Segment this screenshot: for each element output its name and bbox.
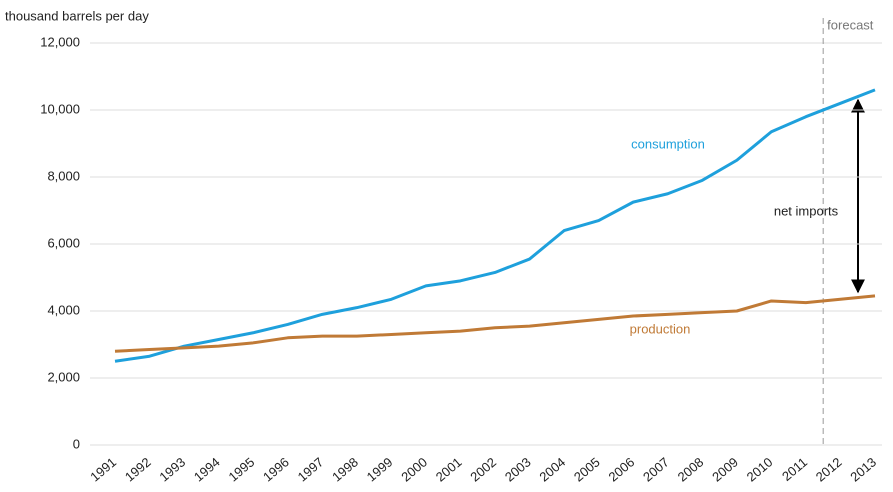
x-tick-label: 2008 bbox=[675, 454, 707, 484]
series-label: production bbox=[630, 321, 691, 336]
y-tick-label: 6,000 bbox=[47, 235, 80, 250]
x-tick-label: 1995 bbox=[226, 454, 258, 484]
forecast-label: forecast bbox=[827, 17, 874, 32]
y-tick-label: 8,000 bbox=[47, 168, 80, 183]
x-tick-label: 2001 bbox=[433, 454, 465, 484]
x-tick-label: 2000 bbox=[398, 454, 430, 484]
x-tick-label: 1994 bbox=[191, 454, 223, 484]
x-tick-label: 2009 bbox=[709, 454, 741, 484]
x-tick-label: 2012 bbox=[813, 454, 845, 484]
y-axis-label: thousand barrels per day bbox=[5, 8, 149, 23]
y-tick-label: 4,000 bbox=[47, 302, 80, 317]
x-tick-label: 1991 bbox=[87, 454, 119, 484]
y-tick-label: 10,000 bbox=[40, 101, 80, 116]
series-line bbox=[114, 294, 876, 353]
series-label: consumption bbox=[631, 136, 705, 151]
x-tick-label: 2013 bbox=[847, 454, 879, 484]
x-tick-label: 2005 bbox=[571, 454, 603, 484]
x-tick-label: 1997 bbox=[295, 454, 327, 484]
x-tick-label: 1993 bbox=[156, 454, 188, 484]
x-tick-label: 1996 bbox=[260, 454, 292, 484]
x-tick-label: 2010 bbox=[744, 454, 776, 484]
x-tick-label: 1992 bbox=[122, 454, 154, 484]
x-tick-label: 1999 bbox=[364, 454, 396, 484]
y-tick-label: 2,000 bbox=[47, 369, 80, 384]
x-tick-label: 1998 bbox=[329, 454, 361, 484]
series-line bbox=[114, 88, 876, 363]
x-tick-label: 2011 bbox=[779, 454, 810, 483]
y-tick-label: 0 bbox=[73, 436, 80, 451]
x-tick-label: 2006 bbox=[606, 454, 638, 484]
y-tick-label: 12,000 bbox=[40, 34, 80, 49]
x-tick-label: 2003 bbox=[502, 454, 534, 484]
net-imports-label: net imports bbox=[774, 203, 839, 218]
x-tick-label: 2004 bbox=[536, 454, 568, 484]
x-tick-label: 2002 bbox=[467, 454, 499, 484]
x-tick-label: 2007 bbox=[640, 454, 672, 484]
